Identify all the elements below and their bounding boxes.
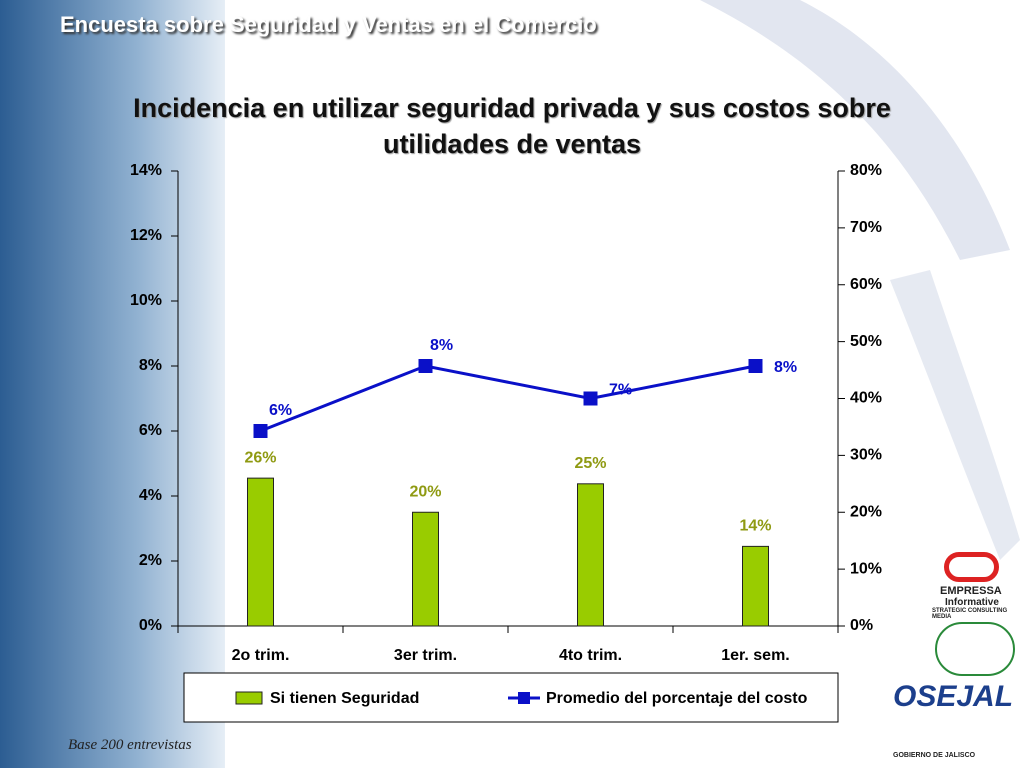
- y2-tick-label: 0%: [850, 617, 873, 634]
- y2-tick-label: 50%: [850, 333, 882, 350]
- bar: [412, 511, 439, 627]
- bar: [577, 483, 604, 627]
- y2-tick-label: 40%: [850, 390, 882, 407]
- data-label: 8%: [774, 359, 797, 376]
- y-tick-label: 0%: [139, 617, 162, 634]
- x-tick-label: 2o trim.: [232, 647, 290, 664]
- y-tick-label: 2%: [139, 552, 162, 569]
- line: [259, 364, 756, 433]
- logo-text: EMPRESSA: [940, 585, 1002, 597]
- y2-tick-label: 10%: [850, 560, 882, 577]
- logo-mark: [944, 552, 999, 582]
- data-label: 6%: [269, 402, 292, 419]
- bar: [247, 477, 274, 627]
- data-label: 8%: [430, 337, 453, 354]
- y-tick-label: 8%: [139, 357, 162, 374]
- bar: [742, 545, 769, 627]
- y-tick-label: 6%: [139, 422, 162, 439]
- y2-tick-label: 70%: [850, 219, 882, 236]
- legend-swatch: [518, 692, 530, 704]
- y-tick-label: 14%: [130, 162, 162, 179]
- logo-mark: [935, 622, 1015, 676]
- y2-tick-label: 80%: [850, 162, 882, 179]
- data-label: 25%: [574, 455, 606, 472]
- logo-text: Informative: [945, 597, 999, 608]
- data-label: 26%: [244, 449, 276, 466]
- legend-label: Promedio del porcentaje del costo: [546, 690, 808, 707]
- data-label: 14%: [739, 518, 771, 535]
- x-tick-label: 3er trim.: [394, 647, 457, 664]
- legend-label: Si tienen Seguridad: [270, 690, 419, 707]
- logo-text: STRATEGIC CONSULTING MEDIA: [932, 608, 1008, 620]
- y-tick-label: 4%: [139, 487, 162, 504]
- marker: [253, 424, 268, 438]
- chart-title: Incidencia en utilizar seguridad privada…: [133, 93, 891, 159]
- y2-tick-label: 30%: [850, 447, 882, 464]
- logo-text: GOBIERNO DE JALISCO: [893, 752, 976, 759]
- logo-text: OSEJAL: [893, 680, 1014, 713]
- marker: [418, 359, 433, 373]
- x-tick-label: 4to trim.: [559, 647, 622, 664]
- legend-swatch: [235, 691, 263, 705]
- data-label: 7%: [609, 382, 632, 399]
- header: Encuesta sobre Seguridad y Ventas en el …: [60, 12, 597, 37]
- marker: [748, 359, 763, 373]
- marker: [583, 391, 598, 406]
- y-tick-label: 10%: [130, 292, 162, 309]
- footer: Base 200 entrevistas: [68, 737, 192, 753]
- y-tick-label: 12%: [130, 227, 162, 244]
- data-label: 20%: [409, 483, 441, 500]
- y2-tick-label: 60%: [850, 276, 882, 293]
- y2-tick-label: 20%: [850, 503, 882, 520]
- x-tick-label: 1er. sem.: [721, 647, 790, 664]
